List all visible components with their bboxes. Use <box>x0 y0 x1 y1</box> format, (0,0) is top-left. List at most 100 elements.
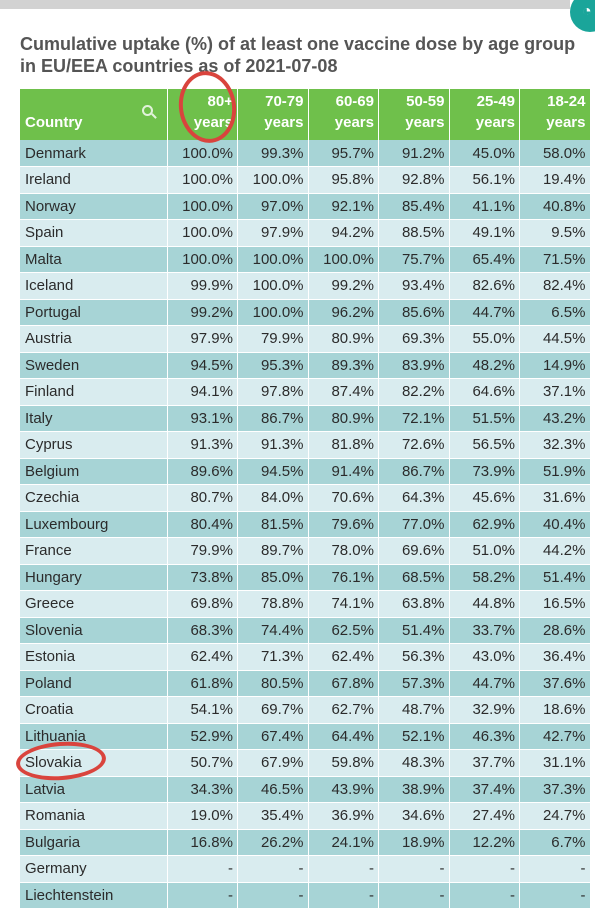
column-header-unit: years <box>546 114 586 131</box>
value-cell: 93.1% <box>167 405 238 432</box>
country-cell: Bulgaria <box>20 829 168 856</box>
value-cell: 46.3% <box>449 723 520 750</box>
value-cell: 51.5% <box>449 405 520 432</box>
value-cell: 91.3% <box>237 431 309 459</box>
value-cell: - <box>308 882 379 909</box>
table-row: Lithuania 52.9% 67.4% 64.4% 52.1% 46.3% 42.7% <box>20 723 591 750</box>
country-cell: Cyprus <box>20 431 168 459</box>
value-cell: 44.2% <box>519 537 591 565</box>
value-cell: 6.5% <box>519 299 591 326</box>
value-cell: 69.8% <box>167 590 238 618</box>
value-cell: 100.0% <box>237 272 309 300</box>
value-cell: 97.9% <box>237 219 309 247</box>
value-cell: 87.4% <box>308 378 379 406</box>
value-cell: 45.6% <box>449 484 520 512</box>
column-header-age: 70-79 <box>265 93 304 110</box>
country-cell: France <box>20 537 168 565</box>
value-cell: 80.5% <box>237 670 309 697</box>
value-cell: 93.4% <box>378 272 450 300</box>
table-row: Hungary 73.8% 85.0% 76.1% 68.5% 58.2% 51.4% <box>20 564 591 591</box>
table-row: Italy 93.1% 86.7% 80.9% 72.1% 51.5% 43.2% <box>20 405 591 432</box>
table-row: France 79.9% 89.7% 78.0% 69.6% 51.0% 44.2% <box>20 537 591 565</box>
value-cell: 94.2% <box>308 219 379 247</box>
value-cell: 97.9% <box>167 325 238 353</box>
value-cell: 34.3% <box>167 776 238 803</box>
value-cell: 31.1% <box>519 749 591 777</box>
value-cell: 85.6% <box>378 299 450 326</box>
country-cell: Germany <box>20 855 168 883</box>
value-cell: 83.9% <box>378 352 450 379</box>
value-cell: - <box>378 855 450 883</box>
column-header-70-79[interactable]: 70-79 years <box>237 89 309 140</box>
value-cell: 24.7% <box>519 802 591 830</box>
value-cell: 51.4% <box>378 617 450 644</box>
value-cell: 51.4% <box>519 564 591 591</box>
value-cell: 32.9% <box>449 696 520 724</box>
value-cell: 81.5% <box>237 511 309 538</box>
column-header-age: 50-59 <box>406 93 445 110</box>
column-header-25-49[interactable]: 25-49 years <box>449 89 520 140</box>
value-cell: 92.8% <box>378 166 450 194</box>
value-cell: 64.3% <box>378 484 450 512</box>
value-cell: 79.9% <box>237 325 309 353</box>
value-cell: 48.7% <box>378 696 450 724</box>
value-cell: 100.0% <box>308 246 379 273</box>
country-cell: Liechtenstein <box>20 882 168 909</box>
column-header-50-59[interactable]: 50-59 years <box>378 89 450 140</box>
value-cell: 46.5% <box>237 776 309 803</box>
table-row: Finland 94.1% 97.8% 87.4% 82.2% 64.6% 37.1% <box>20 378 591 406</box>
column-header-18-24[interactable]: 18-24 years <box>519 89 591 140</box>
value-cell: 68.3% <box>167 617 238 644</box>
value-cell: 91.2% <box>378 140 450 167</box>
table-row: Luxembourg 80.4% 81.5% 79.6% 77.0% 62.9% 40.4% <box>20 511 591 538</box>
value-cell: 55.0% <box>449 325 520 353</box>
value-cell: 67.4% <box>237 723 309 750</box>
column-header-80plus[interactable]: 80+ years <box>167 89 238 140</box>
value-cell: 69.3% <box>378 325 450 353</box>
value-cell: 36.9% <box>308 802 379 830</box>
column-header-60-69[interactable]: 60-69 years <box>308 89 379 140</box>
column-header-age: 18-24 <box>547 93 586 110</box>
value-cell: - <box>237 882 309 909</box>
value-cell: 62.4% <box>167 643 238 671</box>
value-cell: 65.4% <box>449 246 520 273</box>
value-cell: 99.9% <box>167 272 238 300</box>
value-cell: 77.0% <box>378 511 450 538</box>
value-cell: 41.1% <box>449 193 520 220</box>
value-cell: 37.7% <box>449 749 520 777</box>
value-cell: - <box>519 882 591 909</box>
value-cell: 52.9% <box>167 723 238 750</box>
value-cell: 58.0% <box>519 140 591 167</box>
column-header-country[interactable]: Country <box>20 89 168 140</box>
country-cell: Belgium <box>20 458 168 485</box>
column-header-unit: years <box>334 114 374 131</box>
app-badge-icon[interactable]: ◔ <box>570 0 595 32</box>
value-cell: 16.8% <box>167 829 238 856</box>
column-header-age: 80+ <box>207 93 233 110</box>
value-cell: 62.9% <box>449 511 520 538</box>
search-icon[interactable] <box>141 105 153 116</box>
column-header-label: Country <box>25 114 83 131</box>
country-cell: Latvia <box>20 776 168 803</box>
country-cell: Denmark <box>20 140 168 167</box>
value-cell: 94.5% <box>237 458 309 485</box>
table-row: Latvia 34.3% 46.5% 43.9% 38.9% 37.4% 37.3% <box>20 776 591 803</box>
country-cell: Czechia <box>20 484 168 512</box>
country-cell: Malta <box>20 246 168 273</box>
country-cell: Luxembourg <box>20 511 168 538</box>
value-cell: - <box>449 882 520 909</box>
country-cell: Romania <box>20 802 168 830</box>
country-cell: Croatia <box>20 696 168 724</box>
value-cell: 78.0% <box>308 537 379 565</box>
value-cell: 92.1% <box>308 193 379 220</box>
table-row: Austria 97.9% 79.9% 80.9% 69.3% 55.0% 44.5% <box>20 325 591 353</box>
country-cell: Slovenia <box>20 617 168 644</box>
table-row: Belgium 89.6% 94.5% 91.4% 86.7% 73.9% 51.9% <box>20 458 591 485</box>
value-cell: 49.1% <box>449 219 520 247</box>
value-cell: 94.5% <box>167 352 238 379</box>
country-cell: Greece <box>20 590 168 618</box>
value-cell: 54.1% <box>167 696 238 724</box>
top-divider <box>0 0 570 9</box>
value-cell: 82.2% <box>378 378 450 406</box>
country-cell: Sweden <box>20 352 168 379</box>
